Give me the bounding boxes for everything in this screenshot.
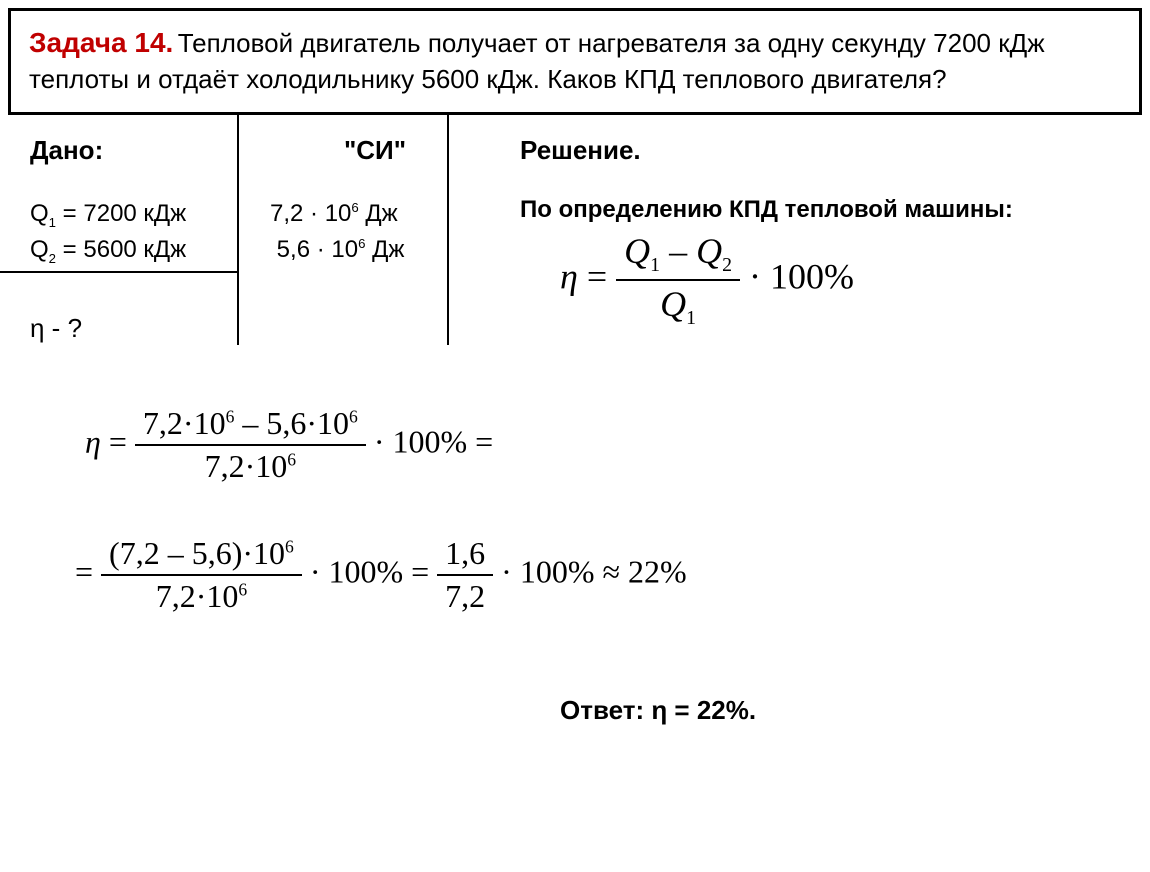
q1-line: Q1 = 7200 кДж (30, 196, 270, 233)
solution-label: Решение. (520, 135, 1120, 166)
q1-si: 7,2 · 106 Дж (270, 196, 480, 232)
solution-intro: По определению КПД тепловой машины: (520, 196, 1120, 224)
calc-step-1: η = 7,2·106 – 5,6·1067,2·106 · 100% = (85, 405, 493, 485)
content-area: Дано: Q1 = 7200 кДж Q2 = 5600 кДж η - ? … (0, 115, 1150, 348)
si-label: "СИ" (270, 135, 480, 166)
q2-line: Q2 = 5600 кДж (30, 232, 270, 269)
problem-box: Задача 14. Тепловой двигатель получает о… (8, 8, 1142, 115)
problem-text: Тепловой двигатель получает от нагревате… (29, 28, 1045, 94)
answer: Ответ: η = 22%. (560, 695, 756, 726)
find-line: η - ? (30, 309, 270, 348)
problem-title: Задача 14. (29, 27, 173, 58)
column-si: "СИ" 7,2 · 106 Дж 5,6 · 106 Дж (270, 135, 480, 348)
calc-step-2: = (7,2 – 5,6)·1067,2·106 · 100% = 1,67,2… (75, 535, 687, 615)
q2-si: 5,6 · 106 Дж (270, 232, 480, 268)
column-given: Дано: Q1 = 7200 кДж Q2 = 5600 кДж η - ? (30, 135, 270, 348)
main-formula: η = Q1 – Q2Q1 · 100% (560, 230, 854, 330)
given-label: Дано: (30, 135, 270, 166)
